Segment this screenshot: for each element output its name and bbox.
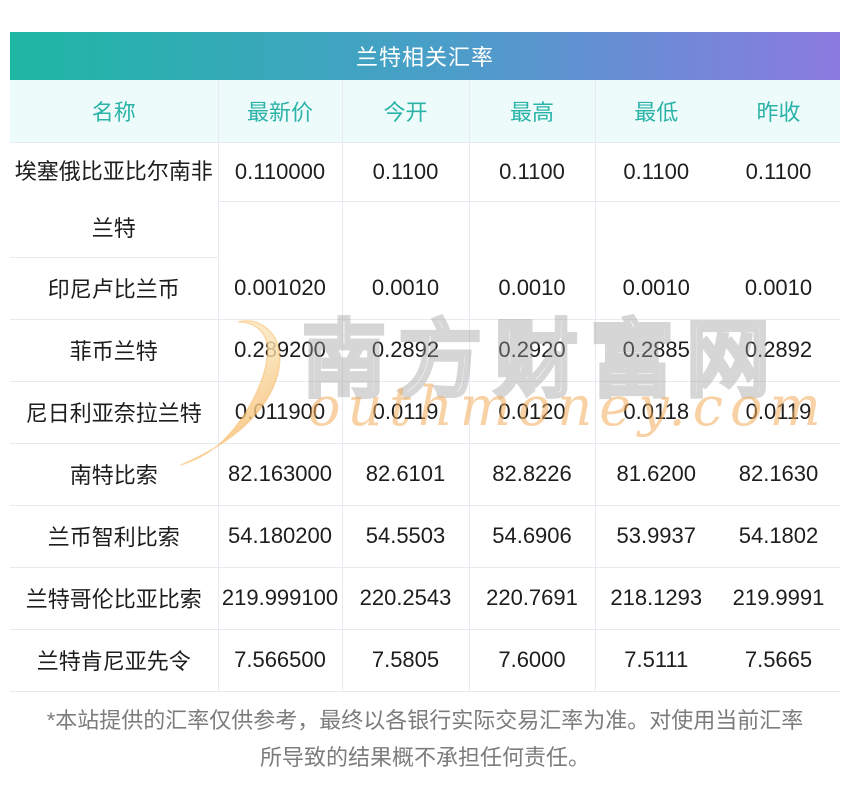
table-row: 菲币兰特 0.289200 0.2892 0.2920 0.2885 0.289… (10, 319, 840, 382)
latest-price: 219.999100 (217, 567, 342, 630)
column-header-prev-close: 昨收 (717, 80, 840, 143)
table-title: 兰特相关汇率 (355, 45, 494, 70)
low-price: 0.0118 (594, 381, 717, 444)
high-price: 0.1100 (468, 142, 595, 203)
prev-close-price: 82.1630 (717, 443, 840, 506)
low-price: 0.1100 (594, 142, 717, 203)
high-price: 0.0010 (468, 257, 595, 320)
high-price: 0.2920 (468, 319, 595, 382)
disclaimer: *本站提供的汇率仅供参考，最终以各银行实际交易汇率为准。对使用当前汇率 所导致的… (0, 702, 850, 776)
table-row: 兰币智利比索 54.180200 54.5503 54.6906 53.9937… (10, 505, 840, 568)
rates-table: 名称 最新价 今开 最高 最低 昨收 埃塞俄比亚比尔南非兰特 0.110000 … (10, 80, 840, 692)
low-price: 0.2885 (594, 319, 717, 382)
table-row: 兰特哥伦比亚比索 219.999100 220.2543 220.7691 21… (10, 567, 840, 630)
header-row: 名称 最新价 今开 最高 最低 昨收 (10, 80, 840, 143)
empty-cell (594, 201, 717, 257)
disclaimer-line-1: *本站提供的汇率仅供参考，最终以各银行实际交易汇率为准。对使用当前汇率 (46, 708, 804, 733)
low-price: 81.6200 (594, 443, 717, 506)
empty-cell (468, 201, 595, 257)
prev-close-price: 0.0119 (717, 381, 840, 444)
low-price: 218.1293 (594, 567, 717, 630)
open-price: 7.5805 (341, 629, 469, 692)
open-price: 82.6101 (341, 443, 469, 506)
latest-price: 82.163000 (217, 443, 342, 506)
table-row: 印尼卢比兰币 0.001020 0.0010 0.0010 0.0010 0.0… (10, 257, 840, 320)
high-price: 0.0120 (468, 381, 595, 444)
latest-price: 54.180200 (217, 505, 342, 568)
currency-pair-name: 南特比索 (10, 443, 218, 506)
high-price: 220.7691 (468, 567, 595, 630)
currency-pair-name: 兰特肯尼亚先令 (10, 629, 218, 692)
column-header-name: 名称 (10, 80, 218, 143)
open-price: 54.5503 (341, 505, 469, 568)
open-price: 0.2892 (341, 319, 469, 382)
spacer-row (10, 201, 840, 257)
latest-price: 0.110000 (217, 142, 342, 203)
empty-cell (217, 201, 342, 257)
currency-pair-name: 印尼卢比兰币 (10, 257, 218, 320)
empty-cell (341, 201, 469, 257)
column-header-high: 最高 (468, 80, 595, 143)
currency-pair-name: 尼日利亚奈拉兰特 (10, 381, 218, 444)
currency-pair-name: 埃塞俄比亚比尔南非兰特 (10, 142, 218, 258)
prev-close-price: 7.5665 (717, 629, 840, 692)
latest-price: 0.289200 (217, 319, 342, 382)
table-row: 尼日利亚奈拉兰特 0.011900 0.0119 0.0120 0.0118 0… (10, 381, 840, 444)
latest-price: 7.566500 (217, 629, 342, 692)
open-price: 0.0010 (341, 257, 469, 320)
prev-close-price: 0.0010 (717, 257, 840, 320)
rates-table-card: 兰特相关汇率 名称 最新价 今开 最高 最低 昨收 埃塞俄比亚比尔南非兰特 (10, 32, 840, 692)
table-title-bar: 兰特相关汇率 (10, 32, 840, 80)
low-price: 53.9937 (594, 505, 717, 568)
column-header-latest-price: 最新价 (217, 80, 342, 143)
column-header-low: 最低 (594, 80, 717, 143)
high-price: 82.8226 (468, 443, 595, 506)
disclaimer-line-2: 所导致的结果概不承担任何责任。 (259, 745, 590, 770)
table-row: 兰特肯尼亚先令 7.566500 7.5805 7.6000 7.5111 7.… (10, 629, 840, 692)
low-price: 7.5111 (594, 629, 717, 692)
high-price: 54.6906 (468, 505, 595, 568)
currency-pair-name: 菲币兰特 (10, 319, 218, 382)
empty-cell (717, 202, 840, 257)
column-header-today-open: 今开 (341, 80, 469, 143)
open-price: 220.2543 (341, 567, 469, 630)
table-row: 南特比索 82.163000 82.6101 82.8226 81.6200 8… (10, 443, 840, 506)
prev-close-price: 0.2892 (717, 319, 840, 382)
low-price: 0.0010 (594, 257, 717, 320)
currency-pair-name: 兰特哥伦比亚比索 (10, 567, 218, 630)
latest-price: 0.011900 (217, 381, 342, 444)
open-price: 0.0119 (341, 381, 469, 444)
prev-close-price: 54.1802 (717, 505, 840, 568)
open-price: 0.1100 (341, 142, 469, 203)
prev-close-price: 219.9991 (717, 567, 840, 630)
table-row: 埃塞俄比亚比尔南非兰特 0.110000 0.1100 0.1100 0.110… (10, 142, 840, 258)
high-price: 7.6000 (468, 629, 595, 692)
currency-pair-name: 兰币智利比索 (10, 505, 218, 568)
latest-price: 0.001020 (217, 257, 342, 320)
prev-close-price: 0.1100 (717, 142, 840, 203)
